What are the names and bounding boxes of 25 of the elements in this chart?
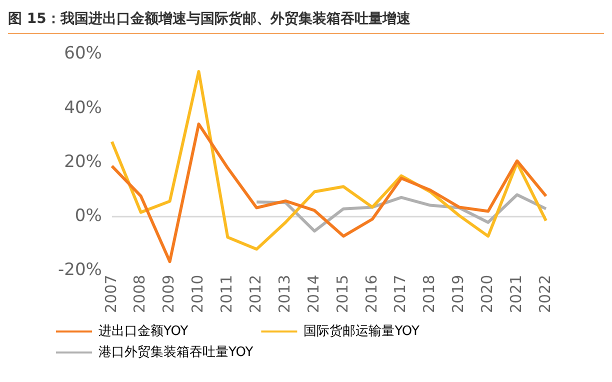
x-tick-label: 2016 (362, 274, 380, 314)
x-tick-label: 2010 (188, 274, 207, 314)
x-tick-label: 2022 (536, 274, 554, 314)
y-tick-label: -20% (58, 260, 102, 280)
legend-label: 国际货邮运输量YOY (304, 324, 484, 339)
chart-title: 图 15：我国进出口金额增速与国际货邮、外贸集装箱吞吐量增速 (8, 8, 604, 34)
x-tick-label: 2011 (218, 274, 236, 314)
x-tick-label: 2015 (333, 274, 352, 314)
x-tick-label: 2021 (506, 274, 525, 314)
y-tick-label: 20% (64, 152, 102, 172)
x-tick-label: 2020 (478, 274, 496, 314)
x-tick-label: 2013 (275, 274, 294, 314)
x-tick-label: 2019 (449, 274, 468, 314)
x-tick-label: 2017 (391, 274, 410, 314)
legend-label: 港口外贸集装箱吞吐量YOY (98, 344, 318, 360)
x-tick-label: 2014 (304, 274, 322, 314)
y-tick-label: 40% (64, 98, 102, 118)
x-tick-label: 2008 (130, 274, 149, 314)
x-tick-label: 2012 (246, 274, 265, 314)
legend-label: 进出口金额YOY (98, 324, 254, 339)
x-tick-label: 2007 (102, 274, 120, 314)
y-tick-label: 0% (74, 206, 102, 226)
x-tick-label: 2018 (420, 274, 438, 314)
y-tick-label: 60% (64, 44, 102, 64)
x-tick-label: 2009 (160, 274, 178, 314)
